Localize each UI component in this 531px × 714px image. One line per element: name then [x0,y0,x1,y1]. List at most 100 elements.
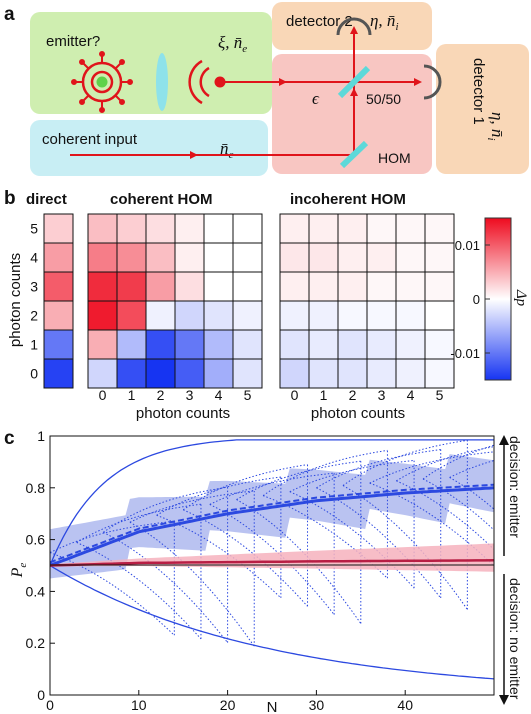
coherent-x-tick: 4 [215,387,223,403]
lens-icon [156,53,168,111]
heatmap-cell [232,358,263,389]
heatmap-cell [145,213,176,244]
coherent-x-tick: 3 [186,387,194,403]
heatmap-cell [174,271,205,302]
heatmap-cell [116,271,147,302]
heatmap-cell [43,271,74,302]
heatmap-cell [279,358,310,389]
emitter-label: emitter? [46,33,100,50]
heatmap-cell [87,329,118,360]
beam-splitter-icon [337,65,371,99]
decision-emitter-label: decision: emitter [507,436,523,538]
heatmap-cell [279,271,310,302]
dotted-trace [422,444,494,480]
heatmap-cell [395,329,426,360]
heatmap-cell [203,300,234,331]
plot-ticks: 0 10 20 30 40 0 0.2 0.4 0.6 0.8 1 [26,428,414,713]
heatmap-cell [87,271,118,302]
heatmap-cell [203,213,234,244]
mirror-icon [339,140,369,169]
heatmap-cell [174,213,205,244]
incoherent-x-tick: 3 [378,387,386,403]
heatmap-cell [203,271,234,302]
heatmap-cell [279,242,310,273]
heatmap-cell [366,358,397,389]
heatmap-cell [116,213,147,244]
heatmap-cell [279,329,310,360]
colorbar-tick-label: 0 [473,292,480,307]
colorbar-ticks: 0.01 0 -0.01 [450,238,490,361]
heatmap-cell [366,300,397,331]
x-tick-label: 20 [220,697,236,713]
coherent-x-tick: 0 [99,387,107,403]
heatmap-cell [308,213,339,244]
heatmap-cell [145,300,176,331]
blue-mean-dashed-line [50,483,494,564]
heatmap-cell [174,358,205,389]
panel-b: b direct coherent HOM incoherent HOM 00 0… [4,188,529,422]
heatmap-cell [203,242,234,273]
heatmap-cell [366,329,397,360]
heatmap-cell [279,300,310,331]
y-tick-label: 0 [37,687,45,703]
heatmap-cell [395,271,426,302]
y-tick-label: 0.2 [26,635,46,651]
heatmap-cell [145,242,176,273]
direct-title: direct [26,191,67,208]
x-tick-label: 10 [131,697,147,713]
direct-heatmap [43,213,74,389]
heatmap-cell [87,213,118,244]
emitter-param: ξ, n̄e [218,33,247,55]
plot-frame [49,435,495,696]
heatmap-cell [337,242,368,273]
heatmap-cell [424,358,455,389]
heatmap-cell [395,300,426,331]
lower-solid-trace [50,564,494,680]
heatmap-cell [174,300,205,331]
heatmap-y-tick: 3 [30,279,38,295]
colorbar-label: Δp [513,289,529,307]
incoherent-x-tick: 0 [291,387,299,403]
heatmap-cell [174,329,205,360]
panel-label-b: b [4,188,16,209]
y-tick-label: 0.4 [26,583,46,599]
heatmap-y-axis-label: photon counts [7,253,24,347]
heatmap-cell [116,358,147,389]
heatmap-cell [366,271,397,302]
heatmap-y-tick: 5 [30,221,38,237]
blue-confidence-band [50,454,494,579]
plot-x-axis-label: N [267,699,278,714]
emitter-box [30,12,272,114]
incoherent-x-tick: 4 [407,387,415,403]
heatmap-cell [366,213,397,244]
hom-label: HOM [378,150,411,166]
incoherent-x-tick: 2 [349,387,357,403]
heatmap-cell [424,213,455,244]
detector2-label: detector 2 [286,13,353,30]
dotted-trace [369,482,494,567]
heatmap-cell [174,242,205,273]
x-tick-label: 0 [46,697,54,713]
heatmap-cell [43,358,74,389]
dotted-trace [342,439,468,486]
heatmap-cell [308,358,339,389]
incoherent-x-tick: 1 [320,387,328,403]
heatmap-cell [87,242,118,273]
heatmap-cell [337,271,368,302]
incoherent-x-axis-label: photon counts [311,405,405,422]
heatmap-y-tick: 0 [30,366,38,382]
panel-label-c: c [4,428,15,449]
beam-paths [70,26,422,159]
splitter-label: 50/50 [366,91,401,107]
heatmap-cell [424,242,455,273]
dotted-trace [449,460,494,478]
heatmap-cell [232,300,263,331]
heatmap-y-tick: 4 [30,250,38,266]
heatmap-cell [43,300,74,331]
coherent-hom-title: coherent HOM [110,191,213,208]
coherent-x-tick: 5 [244,387,252,403]
emitter-icon [71,51,133,113]
heatmap-cell [395,213,426,244]
heatmap-cell [337,329,368,360]
hom-box [272,54,432,174]
